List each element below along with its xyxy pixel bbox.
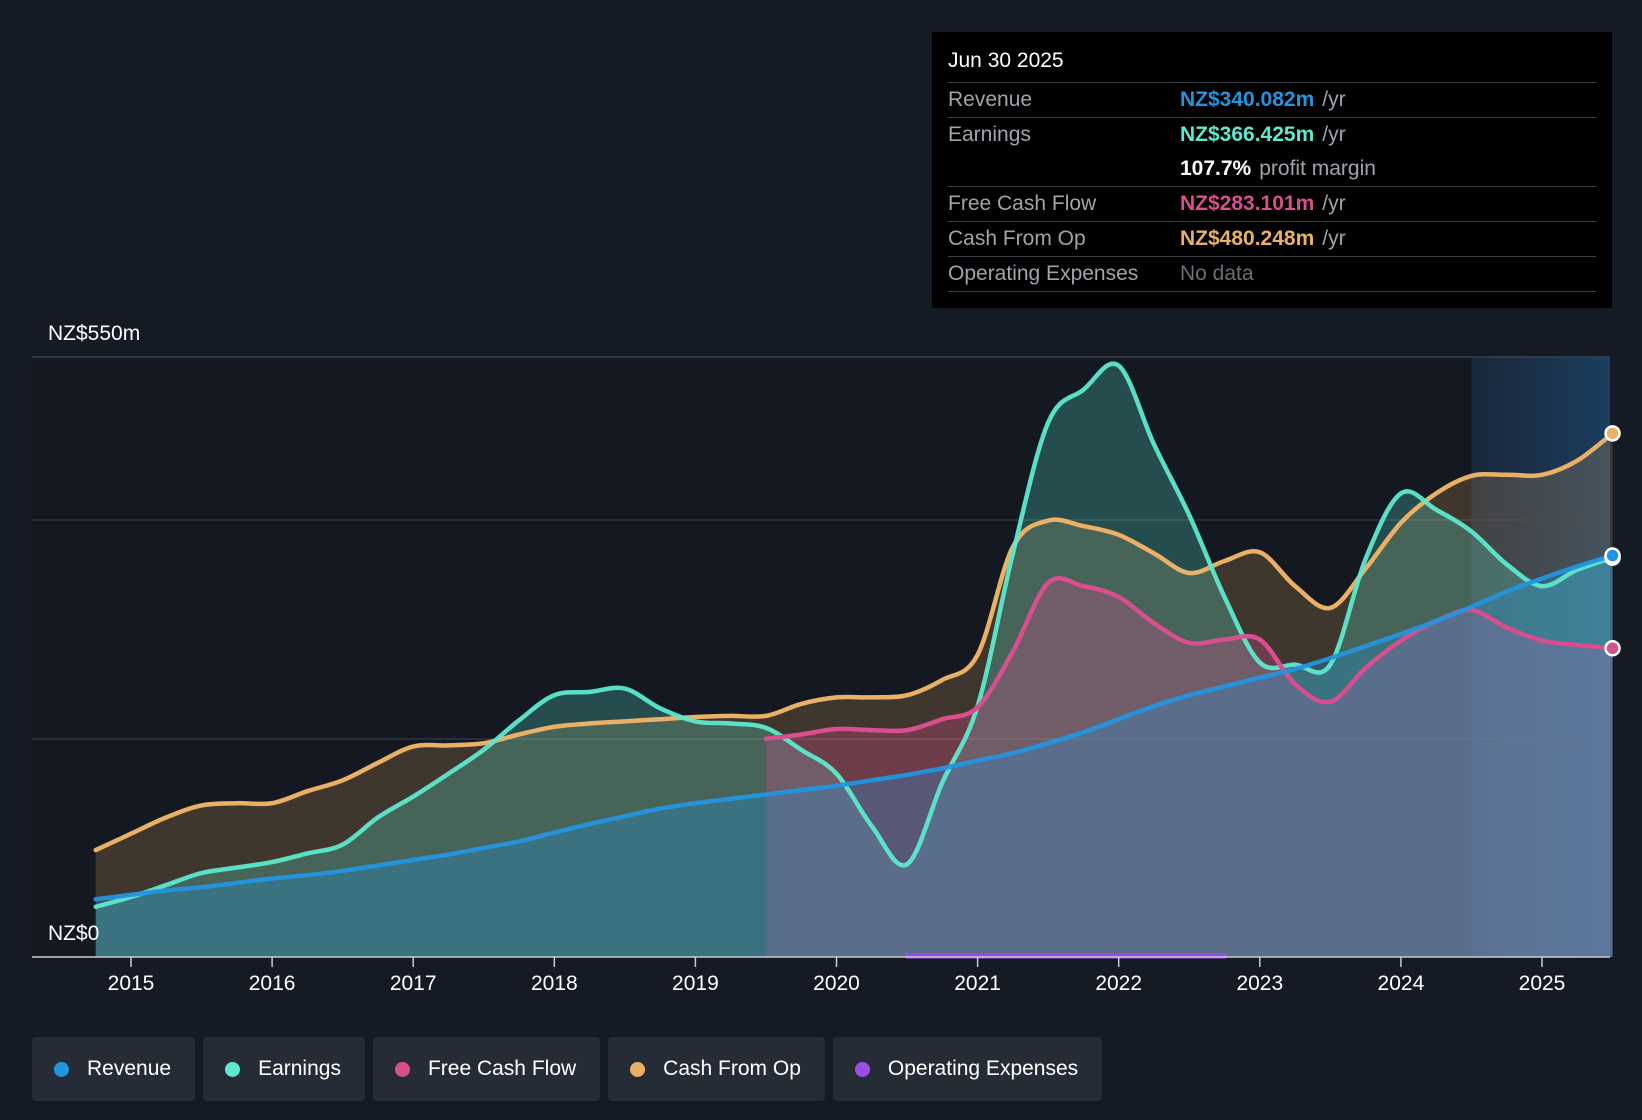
tooltip-value-cfo: NZ$480.248m — [1180, 227, 1315, 250]
legend-label-revenue: Revenue — [87, 1057, 172, 1080]
tooltip-label-revenue: Revenue — [948, 88, 1033, 111]
legend-label-operating-expenses: Operating Expenses — [887, 1057, 1079, 1080]
tooltip-label-margin-spacer — [948, 152, 1180, 186]
tooltip-row-fcf: Free Cash Flow NZ$283.101m /yr — [948, 187, 1596, 222]
chart-legend: Revenue Earnings Free Cash Flow Cash Fro… — [32, 1037, 1103, 1101]
x-tick-label: 2021 — [954, 972, 1001, 995]
revenue-area — [95, 555, 1613, 957]
cfo-endpoint — [1604, 425, 1621, 442]
tooltip-value-fcf: NZ$283.101m — [1180, 192, 1315, 215]
series-areas — [95, 363, 1613, 957]
revenue-line — [93, 553, 1615, 902]
tooltip-label-opex: Operating Expenses — [948, 262, 1139, 285]
data-tooltip: Jun 30 2025 Revenue NZ$340.082m /yr Earn… — [932, 32, 1612, 308]
x-tick-label: 2018 — [531, 972, 578, 995]
x-tick-label: 2024 — [1378, 972, 1425, 995]
tooltip-text-margin: profit margin — [1259, 157, 1376, 180]
x-tick-label: 2019 — [672, 972, 719, 995]
tooltip-unit-earnings: /yr — [1322, 123, 1346, 146]
x-tick-label: 2023 — [1236, 972, 1283, 995]
series-lines — [93, 361, 1615, 959]
series-endpoints — [1604, 425, 1621, 657]
cfo-area — [95, 433, 1613, 957]
legend-item-earnings[interactable]: Earnings — [203, 1037, 365, 1101]
legend-dot-revenue — [54, 1061, 69, 1077]
tooltip-unit-revenue: /yr — [1322, 88, 1346, 111]
fcf-line — [763, 576, 1615, 742]
x-axis-ticks: 2015 2016 2017 2018 2019 2020 2021 2022 2023 2024… — [108, 957, 1566, 995]
forecast-region — [1471, 357, 1610, 957]
tooltip-unit-cfo: /yr — [1322, 227, 1346, 250]
tooltip-row-margin: 107.7% profit margin — [948, 152, 1596, 187]
earnings-line — [93, 361, 1615, 910]
legend-item-free-cash-flow[interactable]: Free Cash Flow — [372, 1037, 601, 1101]
tooltip-label-earnings: Earnings — [948, 123, 1031, 146]
tooltip-value-margin: 107.7% — [1180, 157, 1252, 180]
earnings-area — [95, 363, 1613, 957]
x-tick-label: 2016 — [249, 972, 296, 995]
tooltip-label-cfo: Cash From Op — [948, 227, 1086, 250]
tooltip-row-opex: Operating Expenses No data — [948, 257, 1596, 292]
tooltip-value-earnings: NZ$366.425m — [1180, 123, 1315, 146]
tooltip-row-revenue: Revenue NZ$340.082m /yr — [948, 83, 1596, 118]
legend-label-cash-from-op: Cash From Op — [663, 1057, 801, 1080]
legend-item-operating-expenses[interactable]: Operating Expenses — [832, 1037, 1103, 1101]
y-axis-bottom-label: NZ$0 — [48, 922, 99, 945]
legend-dot-operating-expenses — [854, 1061, 870, 1077]
legend-item-revenue[interactable]: Revenue — [32, 1037, 196, 1101]
legend-dot-earnings — [225, 1061, 241, 1077]
fcf-area — [766, 578, 1613, 957]
x-tick-label: 2020 — [813, 972, 860, 995]
legend-dot-free-cash-flow — [394, 1061, 410, 1077]
tooltip-value-revenue: NZ$340.082m — [1180, 88, 1315, 111]
x-tick-label: 2022 — [1095, 972, 1142, 995]
tooltip-row-earnings: Earnings NZ$366.425m /yr — [948, 118, 1596, 152]
tooltip-date: Jun 30 2025 — [948, 46, 1596, 83]
x-tick-label: 2025 — [1519, 972, 1566, 995]
legend-item-cash-from-op[interactable]: Cash From Op — [608, 1037, 825, 1101]
legend-label-earnings: Earnings — [258, 1057, 341, 1080]
fcf-endpoint — [1604, 640, 1621, 657]
x-tick-label: 2017 — [390, 972, 437, 995]
revenue-endpoint — [1604, 547, 1621, 564]
x-tick-label: 2015 — [108, 972, 155, 995]
tooltip-unit-fcf: /yr — [1322, 192, 1346, 215]
legend-label-free-cash-flow: Free Cash Flow — [427, 1057, 577, 1080]
tooltip-value-opex: No data — [1180, 262, 1254, 285]
y-axis-top-label: NZ$550m — [48, 322, 140, 345]
tooltip-label-fcf: Free Cash Flow — [948, 192, 1097, 215]
legend-dot-cash-from-op — [630, 1061, 646, 1077]
tooltip-row-cfo: Cash From Op NZ$480.248m /yr — [948, 222, 1596, 257]
